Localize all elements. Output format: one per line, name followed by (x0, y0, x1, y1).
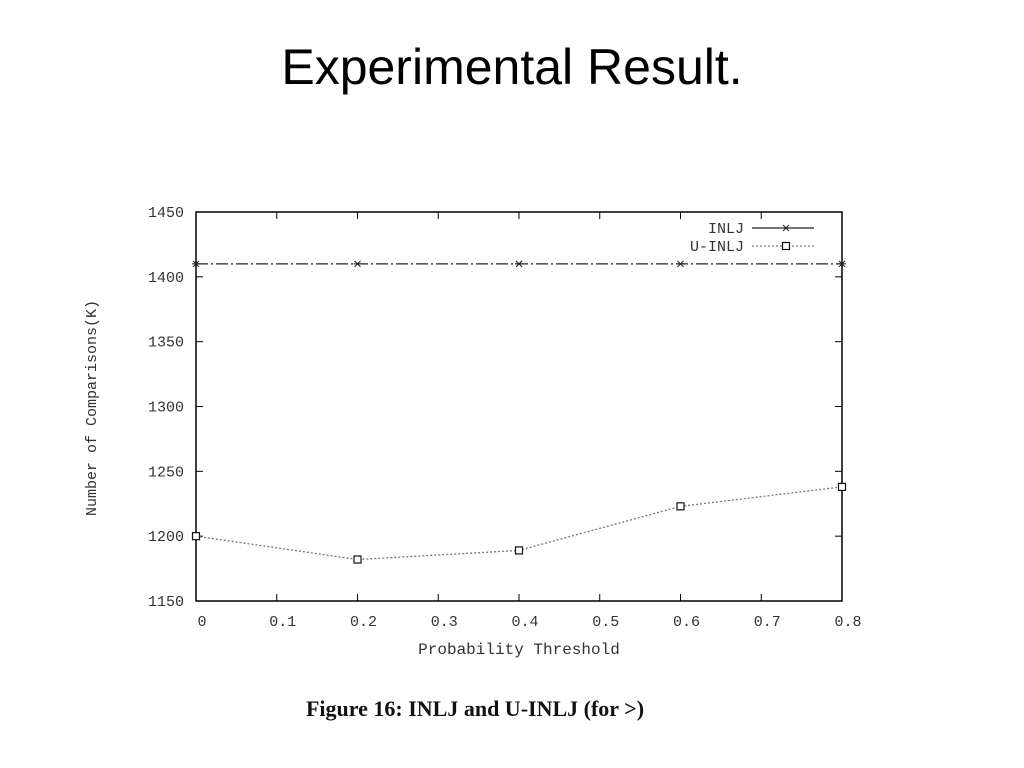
legend-label: U-INLJ (690, 239, 744, 256)
data-point-square (514, 546, 524, 555)
data-point-square (676, 502, 685, 511)
plot-border (195, 211, 843, 602)
star-stroke (782, 224, 790, 232)
series-lines (191, 260, 847, 564)
data-point-star (515, 260, 523, 268)
y-tick-label: 1300 (148, 400, 184, 417)
data-point-square (781, 241, 791, 251)
y-tick-label: 1350 (148, 335, 184, 352)
data-point-square (837, 482, 847, 491)
x-tick-label: 0.7 (754, 614, 781, 631)
data-point-star (676, 260, 685, 268)
y-tick-label: 1400 (148, 270, 184, 287)
data-point-square (353, 555, 362, 564)
star-stroke (192, 260, 200, 268)
data-point-square (191, 532, 201, 541)
axis-ticks: 1150 1200 1250 1300 1350 1400 1450 0 0.1 0.2 0.3 0.… (148, 205, 862, 631)
star-stroke (354, 260, 361, 268)
x-tick-label: 0 (197, 614, 206, 631)
data-point-star (782, 224, 790, 232)
figure-caption: Figure 16: INLJ and U-INLJ (for >) (305, 696, 645, 721)
x-tick-label: 0.3 (431, 614, 458, 631)
x-tick-label: 0.4 (511, 614, 538, 631)
x-tick-label: 0.1 (269, 614, 296, 631)
slide-title: Experimental Result. (281, 39, 743, 95)
x-tick-label: 0.2 (350, 614, 377, 631)
star-stroke (515, 260, 523, 268)
x-tick-label: 0.8 (834, 614, 861, 631)
star-stroke (838, 260, 846, 268)
star-stroke (677, 260, 684, 268)
x-axis-label: Probability Threshold (418, 641, 620, 659)
plot-frame (195, 211, 843, 602)
legend-label: INLJ (708, 221, 744, 238)
data-point-star (192, 260, 200, 268)
data-point-star (353, 260, 362, 268)
x-tick-label: 0.5 (592, 614, 619, 631)
y-tick-label: 1200 (148, 529, 184, 546)
x-tick-label: 0.6 (673, 614, 700, 631)
y-axis-label: Number of Comparisons(K) (84, 300, 101, 516)
y-tick-label: 1150 (148, 594, 184, 611)
y-tick-label: 1450 (148, 205, 184, 222)
y-tick-label: 1250 (148, 464, 184, 481)
data-point-star (838, 260, 846, 268)
